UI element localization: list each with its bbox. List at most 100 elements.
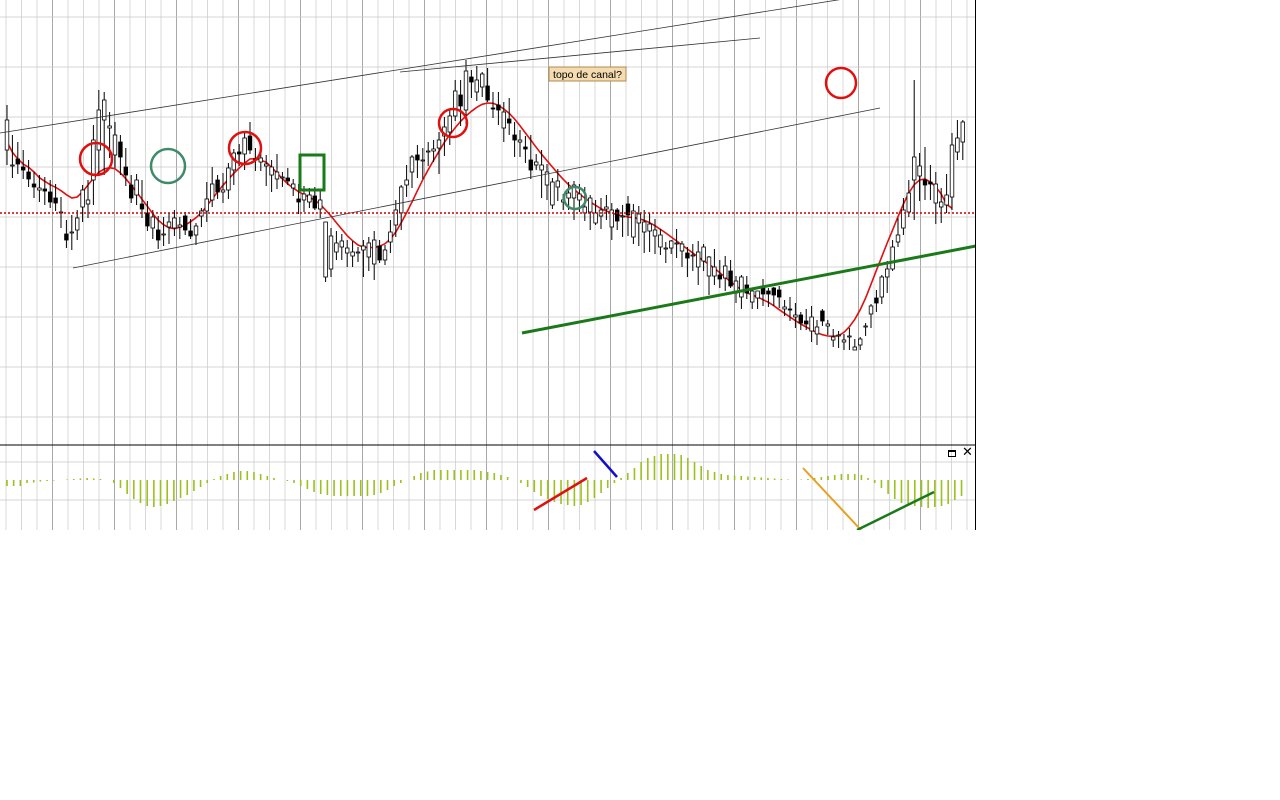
candle-body: [296, 198, 301, 203]
candle-body: [91, 139, 96, 181]
candle-body: [879, 276, 884, 298]
candle-body: [841, 339, 847, 343]
signal-circle-green[interactable]: [562, 185, 588, 211]
candle-body: [669, 240, 674, 249]
candle-body: [901, 209, 906, 229]
callout-text: topo de canal?: [553, 69, 622, 81]
candle-body: [285, 177, 290, 182]
candle-body: [382, 249, 388, 261]
candle-body: [674, 242, 679, 245]
signal-circle-red[interactable]: [437, 107, 469, 139]
candle-body: [863, 325, 868, 328]
candle-body: [75, 217, 80, 231]
candle-body: [609, 209, 614, 228]
candle-body: [604, 206, 609, 210]
candle-body: [404, 179, 409, 186]
candle-body: [247, 135, 253, 151]
candle-body: [458, 94, 463, 107]
candle-body: [317, 199, 323, 210]
candle-body: [555, 180, 560, 188]
moving-average-line: [6, 102, 953, 338]
candle-body: [312, 195, 317, 209]
candle-body: [69, 231, 74, 234]
candle-body: [328, 235, 334, 270]
candle-body: [528, 159, 533, 171]
candle-body: [26, 171, 31, 180]
candle-body: [501, 111, 506, 129]
signal-circle-red[interactable]: [824, 66, 858, 100]
candle-body: [750, 290, 755, 303]
close-panel-button[interactable]: ✕: [962, 446, 974, 459]
macd-trend-line-blue[interactable]: [593, 450, 618, 478]
candle-body: [647, 223, 652, 232]
channel-lower-line[interactable]: [72, 107, 881, 269]
candle-body: [128, 184, 134, 199]
candle-body: [269, 166, 274, 176]
channel-middle-line[interactable]: [399, 37, 761, 73]
candle-body: [755, 290, 760, 299]
channel-upper-line[interactable]: [0, 0, 976, 134]
candle-body: [825, 323, 830, 327]
candle-body: [398, 186, 404, 214]
candle-body: [939, 201, 944, 208]
callout-box[interactable]: [548, 66, 627, 82]
candle-body: [701, 246, 706, 262]
chart-area: topo de canal? ✕: [0, 0, 976, 530]
candle-body: [112, 134, 118, 156]
candle-body: [615, 209, 620, 222]
candle-body: [177, 224, 182, 228]
candle-body: [355, 251, 361, 254]
candle-body: [53, 197, 58, 204]
candle-body: [102, 99, 107, 121]
candle-body: [852, 346, 857, 351]
candle-body: [134, 179, 139, 196]
candle-body: [301, 193, 307, 201]
macd-trend-line-orange[interactable]: [802, 467, 862, 530]
candle-body: [215, 179, 220, 193]
candle-body: [706, 256, 712, 277]
candle-body: [885, 268, 890, 278]
candle-body: [334, 242, 339, 253]
candle-body: [949, 144, 955, 198]
candle-body: [847, 335, 852, 338]
signal-circle-green[interactable]: [149, 147, 187, 185]
candle-body: [631, 210, 636, 238]
candle-body: [539, 164, 544, 171]
candle-body: [15, 158, 20, 165]
candle-body: [809, 316, 814, 332]
candle-body: [10, 164, 15, 167]
moving-average-series: [6, 102, 953, 338]
candle-body: [371, 239, 377, 265]
candle-body: [836, 334, 841, 337]
candle-body: [490, 107, 496, 110]
maximize-panel-button[interactable]: [947, 448, 959, 460]
signal-box-green[interactable]: [298, 153, 326, 192]
candle-body: [425, 150, 431, 153]
candle-body: [582, 206, 587, 214]
candle-body: [274, 171, 280, 180]
candle-body: [350, 251, 355, 257]
candle-body: [912, 156, 917, 181]
candle-body: [204, 198, 209, 212]
candle-body: [485, 85, 490, 101]
candle-body: [820, 310, 825, 322]
candle-body: [960, 121, 965, 143]
candle-body: [388, 231, 393, 243]
candlestick-series: [4, 60, 965, 351]
macd-trend-line-green[interactable]: [856, 490, 935, 530]
candle-body: [96, 109, 101, 151]
candle-body: [452, 90, 458, 117]
candle-body: [474, 79, 479, 93]
signal-circle-red[interactable]: [227, 130, 263, 166]
candle-body: [209, 183, 215, 201]
signal-circle-red[interactable]: [78, 141, 114, 177]
candle-body: [577, 193, 582, 201]
candle-body: [80, 189, 85, 208]
candle-body: [420, 159, 425, 162]
candle-body: [31, 183, 37, 188]
candle-body: [344, 247, 350, 254]
macd-trend-line-red[interactable]: [533, 476, 588, 512]
candle-body: [771, 287, 776, 296]
candle-body: [339, 240, 344, 248]
support-trend-line[interactable]: [521, 244, 976, 335]
